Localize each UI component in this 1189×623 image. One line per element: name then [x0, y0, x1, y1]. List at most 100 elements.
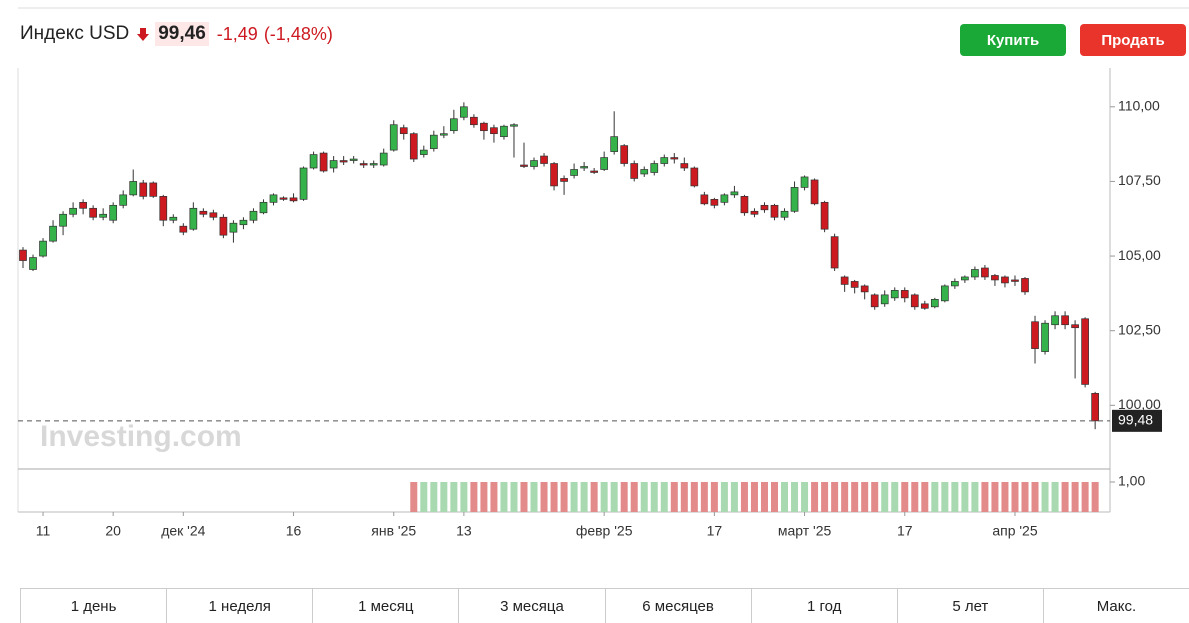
candle-body — [720, 194, 729, 203]
x-tick-label: янв '25 — [371, 523, 416, 539]
volume-bar — [600, 482, 608, 512]
candle-body — [620, 145, 629, 164]
candle-body — [249, 210, 258, 221]
candle-body — [99, 213, 108, 218]
price: 99,46 — [155, 22, 209, 46]
candle-body — [660, 157, 669, 164]
candle-body — [490, 127, 498, 135]
candle-body — [920, 303, 929, 309]
x-tick-label: апр '25 — [992, 523, 1038, 539]
candle-body — [239, 219, 248, 226]
candle-body — [880, 294, 889, 305]
candle-body — [820, 201, 829, 230]
candle-body — [981, 267, 989, 278]
volume-bar — [650, 482, 658, 512]
volume-bar — [720, 482, 728, 512]
x-tick-label: 17 — [707, 523, 723, 539]
volume-bar — [570, 482, 578, 512]
candle-body — [590, 170, 598, 173]
candle-body — [530, 160, 538, 167]
candle-body — [840, 276, 849, 285]
candle-body — [329, 160, 338, 169]
timeframe-button[interactable]: 6 месяцев — [606, 589, 752, 623]
volume-bar — [550, 482, 558, 512]
candle-body — [419, 149, 428, 155]
candle-body — [690, 167, 699, 187]
volume-bar — [640, 482, 648, 512]
volume-bar — [680, 482, 688, 512]
volume-bar — [580, 482, 588, 512]
candle-body — [680, 163, 689, 169]
volume-bar — [500, 482, 508, 512]
timeframe-button[interactable]: 1 год — [752, 589, 898, 623]
volume-bar — [440, 482, 448, 512]
candle-body — [1061, 315, 1069, 326]
volume-bar — [740, 482, 748, 512]
candle-body — [339, 160, 348, 163]
candle-body — [890, 290, 899, 299]
candle-body — [951, 281, 959, 287]
volume-bar — [490, 482, 498, 512]
timeframe-button[interactable]: 1 неделя — [167, 589, 314, 623]
volume-bar — [410, 482, 418, 512]
candle-body — [219, 216, 228, 236]
volume-bar — [690, 482, 698, 512]
candle-body — [209, 212, 218, 218]
sell-button[interactable]: Продать — [1080, 24, 1186, 56]
candle-body — [389, 124, 398, 151]
candle-body — [1021, 278, 1029, 293]
buy-button[interactable]: Купить — [960, 24, 1066, 56]
volume-bar — [590, 482, 598, 512]
candle-body — [740, 196, 749, 214]
timeframe-button[interactable]: 3 месяца — [459, 589, 606, 623]
timeframe-button[interactable]: Макс. — [1044, 589, 1189, 623]
candle-body — [1051, 315, 1059, 326]
candle-body — [179, 225, 188, 233]
volume-bar — [921, 482, 929, 512]
volume-bar — [781, 482, 789, 512]
x-tick-label: 16 — [286, 523, 302, 539]
candle-body — [369, 163, 378, 166]
candle-body — [580, 166, 588, 169]
timeframe-button[interactable]: 1 месяц — [313, 589, 460, 623]
x-tick-label: 20 — [105, 523, 121, 539]
volume-bar — [470, 482, 478, 512]
volume-bar — [520, 482, 528, 512]
candle-body — [169, 216, 178, 221]
candle-body — [59, 213, 67, 227]
volume-bar — [931, 482, 939, 512]
candle-body — [259, 201, 268, 214]
x-tick-label: 17 — [897, 523, 913, 539]
volume-bar — [821, 482, 829, 512]
candle-body — [29, 257, 37, 270]
down-arrow-icon — [137, 28, 150, 41]
candle-body — [730, 191, 739, 196]
candle-body — [961, 276, 969, 281]
candle-body — [810, 179, 819, 205]
volume-bar — [420, 482, 428, 512]
candle-body — [470, 116, 478, 126]
candle-body — [640, 169, 649, 175]
candle-body — [510, 124, 518, 127]
candle-body — [289, 197, 298, 202]
candle-body — [429, 134, 438, 149]
x-tick-label: дек '24 — [161, 523, 205, 539]
candle-body — [850, 281, 859, 288]
volume-bar — [670, 482, 678, 512]
volume-bar — [1051, 482, 1059, 512]
timeframe-button[interactable]: 1 день — [21, 589, 168, 623]
volume-bar — [620, 482, 628, 512]
change-pct: (-1,48%) — [263, 23, 333, 44]
volume-tick-label: 1,00 — [1118, 473, 1145, 489]
volume-bar — [730, 482, 738, 512]
candle-body — [670, 157, 679, 160]
candle-body — [89, 207, 97, 218]
volume-bar — [871, 482, 879, 512]
candle-body — [319, 152, 328, 172]
candle-body — [630, 163, 639, 179]
timeframe-button[interactable]: 5 лет — [898, 589, 1044, 623]
volume-bar — [811, 482, 819, 512]
volume-bar — [851, 482, 859, 512]
candle-body — [189, 207, 198, 230]
